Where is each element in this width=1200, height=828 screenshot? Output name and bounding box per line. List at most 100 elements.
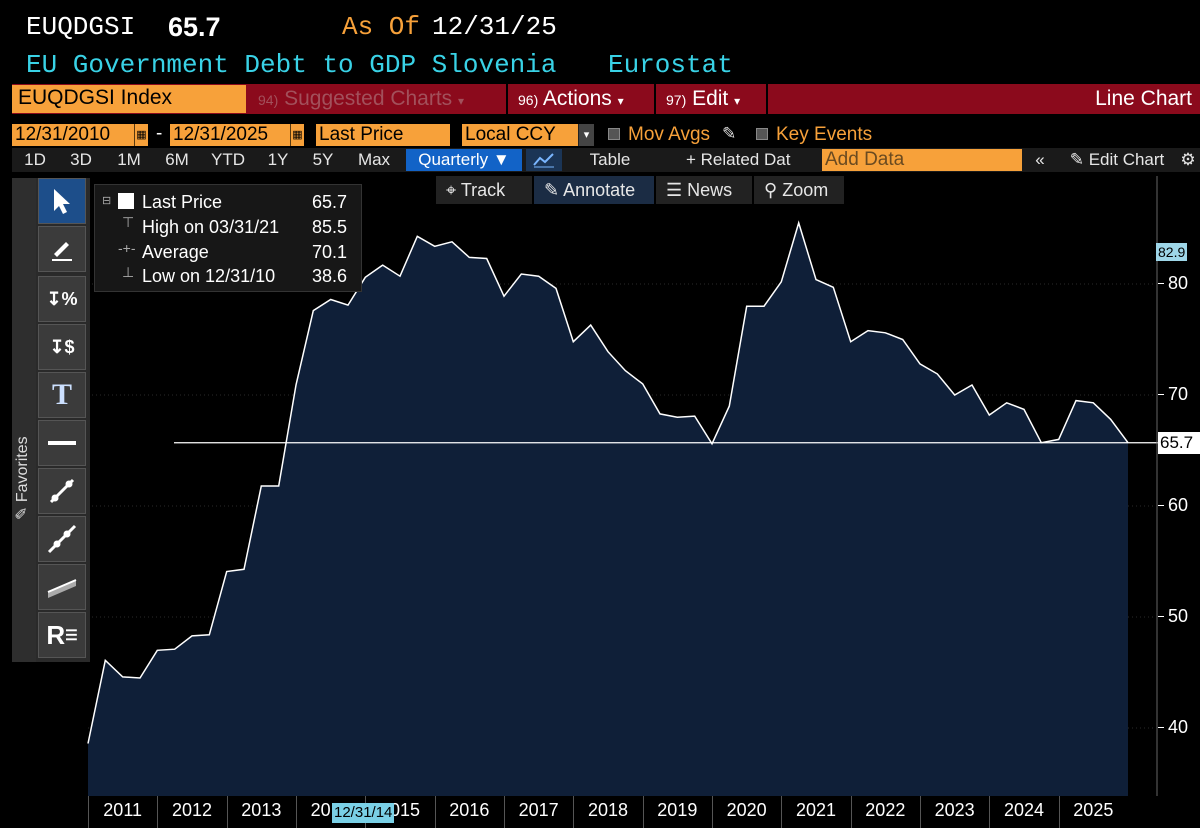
data-point: [571, 340, 575, 344]
end-date-field[interactable]: 12/31/2025: [170, 124, 290, 146]
period-3d[interactable]: 3D: [70, 150, 92, 169]
data-point: [207, 633, 211, 637]
start-date-field[interactable]: 12/31/2010: [12, 124, 134, 146]
data-point: [1022, 407, 1026, 411]
pencil-tool[interactable]: [38, 226, 86, 272]
currency-selector[interactable]: Local CCY: [462, 124, 578, 146]
data-source: Eurostat: [608, 50, 733, 80]
table-button[interactable]: Table: [589, 150, 631, 169]
function-bar-divider: [766, 84, 768, 114]
annotate-button[interactable]: ✎ Annotate: [534, 176, 654, 204]
calendar-icon[interactable]: ▦: [134, 124, 148, 146]
data-point: [797, 221, 801, 225]
mov-avgs-checkbox[interactable]: [608, 128, 620, 140]
actions-menu[interactable]: 96) Actions ▾: [508, 84, 654, 114]
data-point: [381, 263, 385, 267]
legend-low-label: Low on 12/31/10: [142, 266, 276, 286]
percent-change-tool[interactable]: ↧%: [38, 276, 86, 322]
chart-legend[interactable]: [94, 184, 362, 292]
text-tool[interactable]: T: [38, 372, 86, 418]
news-button[interactable]: ☰ News: [656, 176, 752, 204]
chart-type-label: Line Chart: [1095, 87, 1192, 110]
x-tick-label: 2012: [171, 800, 213, 820]
x-axis-separator: [226, 796, 228, 828]
pencil-icon[interactable]: ✎: [722, 124, 737, 143]
security-field[interactable]: EUQDGSI Index: [12, 85, 246, 113]
zoom-button[interactable]: ⚲ Zoom: [754, 176, 844, 204]
collapse-icon[interactable]: «: [1035, 150, 1045, 169]
y-tick-label: 70: [1168, 384, 1189, 404]
ticker: EUQDGSI: [26, 12, 136, 42]
data-point: [398, 274, 402, 278]
data-point: [1109, 417, 1113, 421]
data-point: [190, 634, 194, 638]
horizontal-line-tool[interactable]: [38, 420, 86, 466]
y-tick: [1158, 394, 1164, 395]
regression-tool[interactable]: R ☰: [38, 612, 86, 658]
key-events-checkbox[interactable]: [756, 128, 768, 140]
key-events-label[interactable]: Key Events: [776, 124, 873, 145]
data-point: [779, 280, 783, 284]
data-point: [1074, 399, 1078, 403]
extended-line-tool[interactable]: [38, 516, 86, 562]
data-point: [589, 323, 593, 327]
data-point: [1091, 401, 1095, 405]
price-change-tool[interactable]: ↧$: [38, 324, 86, 370]
edit-number: 97): [666, 92, 687, 108]
period-ytd[interactable]: YTD: [211, 150, 245, 169]
period-6m[interactable]: 6M: [165, 150, 189, 169]
y-tick-label: 80: [1168, 273, 1189, 293]
period-1m[interactable]: 1M: [117, 150, 141, 169]
gear-icon[interactable]: ⚙: [1180, 150, 1196, 169]
field-selector[interactable]: Last Price: [316, 124, 450, 146]
favorites-strip[interactable]: [12, 178, 36, 662]
data-point: [155, 648, 159, 652]
track-button[interactable]: ⌖ Track: [436, 176, 532, 204]
line-chart-icon[interactable]: [526, 149, 562, 171]
collapse-legend-icon[interactable]: ⊟: [102, 195, 112, 207]
related-data-button[interactable]: + Related Dat: [686, 150, 791, 169]
crosshair-icon: ⌖: [446, 180, 457, 200]
period-1y[interactable]: 1Y: [267, 150, 289, 169]
x-tick-label: 2017: [518, 800, 559, 820]
data-point: [537, 274, 541, 278]
edit-menu[interactable]: 97) Edit ▾: [656, 84, 766, 114]
calendar-icon[interactable]: ▦: [290, 124, 304, 146]
chevron-down-icon: ▾: [458, 94, 465, 108]
x-tick-label: 2022: [865, 800, 906, 820]
y-tick-label: 60: [1168, 495, 1189, 515]
legend-average-label: Average: [142, 242, 209, 262]
chevron-down-icon[interactable]: ▾: [578, 124, 594, 146]
period-1d[interactable]: 1D: [24, 150, 46, 169]
data-point: [277, 484, 281, 488]
mov-avgs-label[interactable]: Mov Avgs: [628, 124, 711, 145]
add-data-input[interactable]: Add Data: [822, 149, 1022, 171]
as-of-label: As Of: [342, 12, 421, 42]
period-max[interactable]: Max: [357, 150, 391, 169]
x-axis-separator: [781, 796, 783, 828]
x-tick-label: 2019: [657, 800, 698, 820]
channel-tool[interactable]: [38, 564, 86, 610]
track-label: Track: [460, 180, 506, 200]
frequency-selector[interactable]: Quarterly ▼: [406, 149, 522, 171]
data-point: [918, 362, 922, 366]
series-area: [88, 222, 1128, 796]
data-point: [814, 278, 818, 282]
data-point: [329, 298, 333, 302]
data-point: [363, 275, 367, 279]
data-point: [346, 303, 350, 307]
data-point: [727, 404, 731, 408]
data-point: [485, 257, 489, 261]
select-arrow-tool[interactable]: [38, 178, 86, 224]
period-5y[interactable]: 5Y: [312, 150, 334, 169]
data-point: [225, 570, 229, 574]
edit-label: Edit: [692, 87, 729, 110]
legend-average-value: 70.1: [312, 242, 348, 262]
edit-chart-button[interactable]: ✎ Edit Chart: [1058, 149, 1176, 171]
suggested-charts-menu[interactable]: 94) Suggested Charts ▾: [248, 84, 506, 114]
data-point: [641, 382, 645, 386]
x-tick-label: 2013: [241, 800, 282, 820]
data-point: [519, 272, 523, 276]
trend-line-tool[interactable]: [38, 468, 86, 514]
